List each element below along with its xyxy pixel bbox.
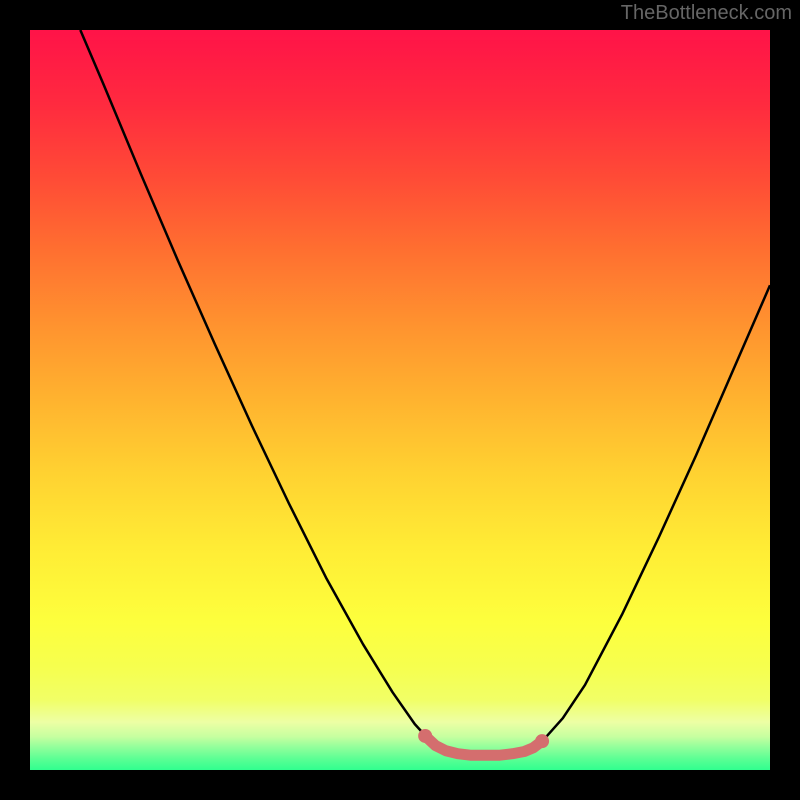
watermark-text: TheBottleneck.com [621, 2, 792, 25]
gradient-background [30, 30, 770, 770]
chart-plot-area [30, 30, 770, 770]
bottleneck-curve-chart [30, 30, 770, 770]
